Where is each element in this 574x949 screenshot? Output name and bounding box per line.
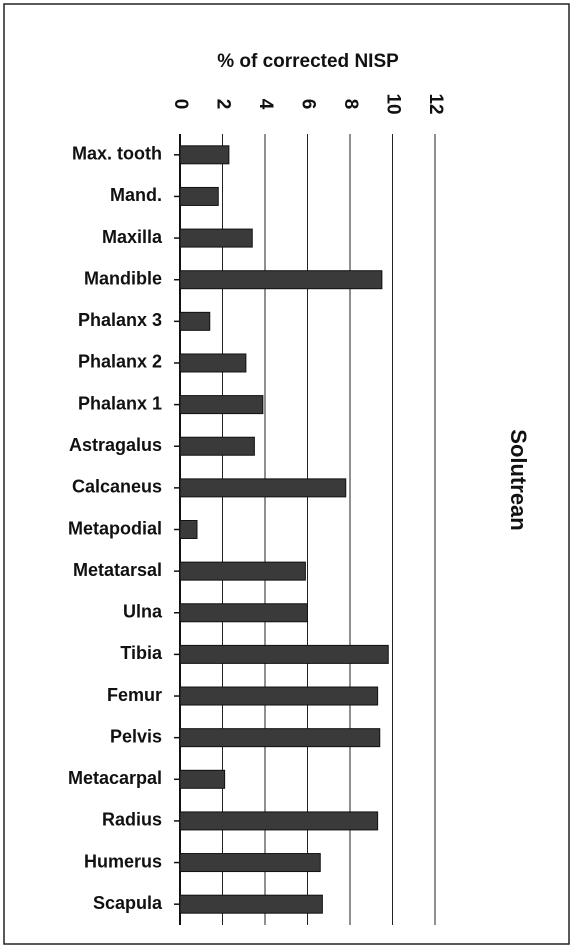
x-tick-label: 6 <box>297 99 318 110</box>
y-tick-label: Tibia <box>120 643 163 663</box>
bar <box>179 395 264 415</box>
y-tick-label: Metapodial <box>68 518 162 538</box>
bar <box>179 145 230 165</box>
chart-title: % of corrected NISP <box>217 51 399 72</box>
x-tick-label: 0 <box>170 99 191 110</box>
y-tick-label: Astragalus <box>69 435 162 455</box>
y-tick-label: Calcaneus <box>72 477 162 497</box>
bar <box>179 478 347 498</box>
bar <box>179 353 247 373</box>
frame <box>3 3 570 945</box>
bar <box>179 311 211 331</box>
y-tick-label: Mand. <box>110 185 162 205</box>
y-tick-label: Mandible <box>84 268 162 288</box>
y-tick-label: Radius <box>102 810 162 830</box>
x-tick-label: 2 <box>212 99 233 110</box>
x-tick-label: 10 <box>382 93 403 114</box>
y-tick-label: Metacarpal <box>68 768 162 788</box>
bar <box>179 894 323 914</box>
panel-label: Solutrean <box>506 429 531 530</box>
y-tick-label: Metatarsal <box>73 560 162 580</box>
bar <box>179 270 383 290</box>
bar <box>179 853 321 873</box>
bar <box>179 686 379 706</box>
y-tick-label: Max. tooth <box>72 144 162 164</box>
x-tick-label: 8 <box>340 99 361 110</box>
bar <box>179 644 389 664</box>
y-tick-label: Phalanx 3 <box>78 310 162 330</box>
y-tick-label: Phalanx 1 <box>78 393 162 413</box>
bar <box>179 561 306 581</box>
bar <box>179 769 226 789</box>
y-tick-label: Maxilla <box>102 227 163 247</box>
bar <box>179 811 379 831</box>
bar <box>179 436 255 456</box>
bar <box>179 603 308 623</box>
y-tick-label: Pelvis <box>110 726 162 746</box>
bar <box>179 186 219 206</box>
bar <box>179 520 198 539</box>
bar <box>179 228 253 248</box>
y-tick-label: Femur <box>107 685 162 705</box>
y-tick-label: Scapula <box>93 893 163 913</box>
y-tick-label: Humerus <box>84 851 162 871</box>
x-tick-label: 4 <box>255 99 276 110</box>
y-tick-label: Ulna <box>123 602 163 622</box>
x-tick-label: 12 <box>425 93 446 114</box>
y-tick-label: Phalanx 2 <box>78 352 162 372</box>
bar <box>179 728 381 748</box>
